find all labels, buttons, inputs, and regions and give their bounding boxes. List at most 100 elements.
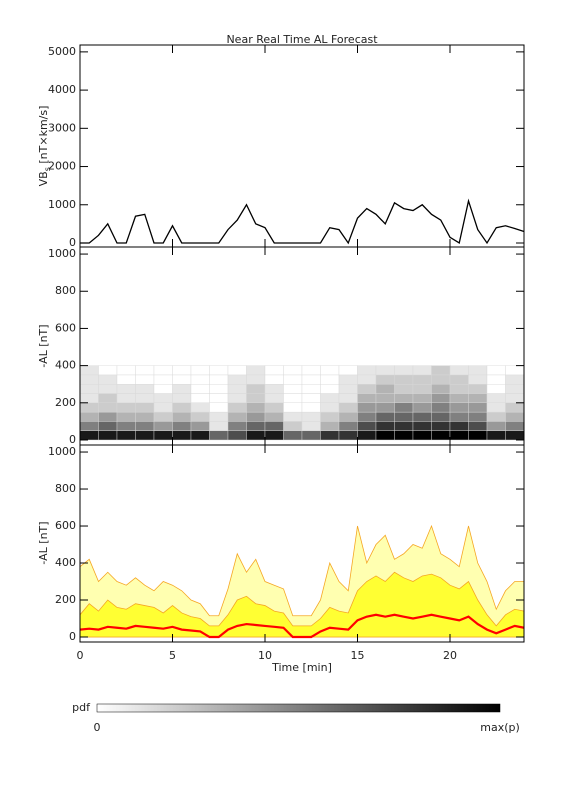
y-label-subscript: s <box>43 167 52 171</box>
heatmap-cell <box>135 411 155 422</box>
heatmap-cell <box>190 384 210 394</box>
heatmap-cell <box>394 430 414 441</box>
heatmap-cell <box>375 402 395 413</box>
heatmap-cell <box>375 430 395 441</box>
heatmap-cell <box>301 430 321 441</box>
heatmap-cell <box>394 384 414 394</box>
x-axis-label: Time [min] <box>271 661 332 674</box>
heatmap-cell <box>227 411 247 422</box>
heatmap-cell <box>394 421 414 431</box>
heatmap-cell <box>375 421 395 431</box>
heatmap-cell <box>468 365 488 376</box>
heatmap-cell <box>172 374 192 385</box>
heatmap-cell <box>190 374 210 385</box>
x-tick-label: 20 <box>443 649 457 662</box>
heatmap-cell <box>486 430 506 441</box>
heatmap-cell <box>116 374 136 385</box>
heatmap-cell <box>227 393 247 403</box>
heatmap-cell <box>412 402 432 413</box>
heatmap-cell <box>135 393 155 403</box>
panel-frame <box>79 44 525 248</box>
heatmap-cell <box>301 393 321 403</box>
heatmap-cell <box>301 374 321 385</box>
colorbar-min-label: 0 <box>94 721 101 734</box>
heatmap-cell <box>431 421 451 431</box>
heatmap-cell <box>394 393 414 403</box>
heatmap-cell <box>246 384 266 394</box>
heatmap-cell <box>449 411 469 422</box>
heatmap-cell <box>449 365 469 376</box>
heatmap-cell <box>283 393 303 403</box>
heatmap-cell <box>264 384 284 394</box>
heatmap-cell <box>505 374 525 385</box>
heatmap-cell <box>172 402 192 413</box>
heatmap-cell <box>301 384 321 394</box>
heatmap-cell <box>246 421 266 431</box>
heatmap-cell <box>227 374 247 385</box>
heatmap-cell <box>412 411 432 422</box>
y-tick-label: 4000 <box>48 83 76 96</box>
heatmap-cell <box>135 402 155 413</box>
heatmap-cell <box>190 402 210 413</box>
heatmap-cell <box>320 402 340 413</box>
heatmap-cell <box>79 421 99 431</box>
y-tick-label: 1000 <box>48 198 76 211</box>
heatmap-cell <box>264 430 284 441</box>
heatmap-cell <box>449 374 469 385</box>
heatmap-cell <box>135 365 155 376</box>
y-axis-label: -AL [nT] <box>37 521 50 564</box>
heatmap-cell <box>449 384 469 394</box>
heatmap-cell <box>468 411 488 422</box>
panel-frame <box>79 444 525 643</box>
heatmap-cell <box>283 430 303 441</box>
heatmap-cell <box>338 384 358 394</box>
heatmap-cell <box>375 411 395 422</box>
x-tick-label: 15 <box>351 649 365 662</box>
y-tick-label: 600 <box>55 519 76 532</box>
heatmap-cell <box>320 393 340 403</box>
y-tick-label: 200 <box>55 396 76 409</box>
heatmap-cell <box>98 384 118 394</box>
heatmap-cell <box>153 365 173 376</box>
heatmap-cell <box>116 411 136 422</box>
heatmap-cell <box>153 402 173 413</box>
heatmap-cell <box>412 421 432 431</box>
heatmap-cell <box>283 384 303 394</box>
heatmap-cell <box>394 402 414 413</box>
heatmap-cell <box>468 402 488 413</box>
heatmap-cell <box>320 374 340 385</box>
heatmap-cell <box>394 374 414 385</box>
heatmap-cell <box>357 374 377 385</box>
heatmap-cell <box>246 430 266 441</box>
heatmap-cell <box>116 421 136 431</box>
heatmap-cell <box>394 411 414 422</box>
y-label-part: [nT×km/s] <box>37 106 50 168</box>
heatmap-cell <box>301 402 321 413</box>
heatmap-cell <box>135 421 155 431</box>
heatmap-cell <box>264 411 284 422</box>
heatmap-cell <box>357 430 377 441</box>
y-label-part: VB <box>37 171 50 186</box>
heatmap-cell <box>172 365 192 376</box>
heatmap-cell <box>209 411 229 422</box>
heatmap-cell <box>486 374 506 385</box>
heatmap-cell <box>209 374 229 385</box>
heatmap-cell <box>468 393 488 403</box>
y-tick-label: 1000 <box>48 445 76 458</box>
heatmap-cell <box>172 393 192 403</box>
heatmap-cell <box>264 365 284 376</box>
heatmap-cell <box>209 393 229 403</box>
heatmap-cell <box>486 365 506 376</box>
y-tick-label: 800 <box>55 482 76 495</box>
heatmap-cell <box>79 384 99 394</box>
heatmap-cell <box>98 430 118 441</box>
y-tick-label: 400 <box>55 556 76 569</box>
heatmap-cell <box>338 421 358 431</box>
heatmap-cell <box>505 393 525 403</box>
heatmap-cell <box>79 402 99 413</box>
heatmap-cell <box>338 365 358 376</box>
colorbar-label: pdf <box>72 701 91 714</box>
heatmap-cell <box>116 430 136 441</box>
y-tick-label: 0 <box>69 433 76 446</box>
heatmap-cell <box>79 430 99 441</box>
